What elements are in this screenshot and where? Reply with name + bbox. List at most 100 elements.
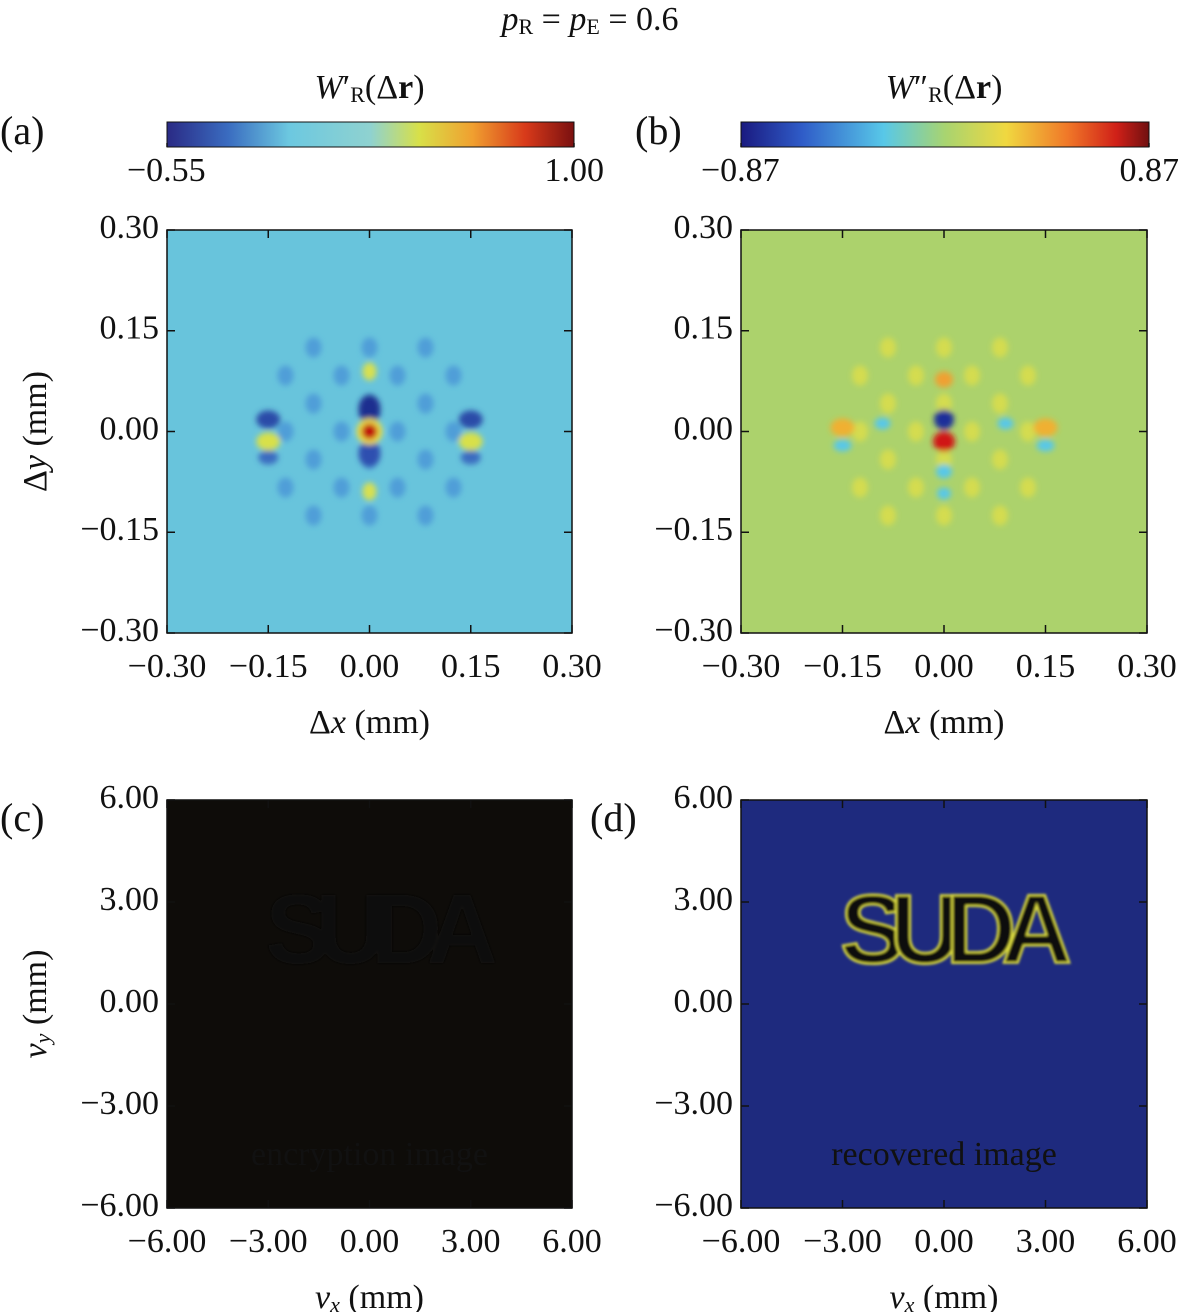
x-tick-label: −3.00 [803, 1223, 882, 1260]
text-piece: v [17, 1042, 54, 1058]
y-tick-label: 0.00 [674, 983, 734, 1020]
heatmap-blob [1020, 365, 1036, 386]
x-tick-label: 0.30 [1117, 648, 1177, 685]
heatmap-blob [458, 432, 483, 451]
y-tick-label: −0.30 [80, 612, 159, 649]
colorbar-label: W″R(Δr) [886, 69, 1003, 107]
text-piece: x [904, 704, 920, 741]
heatmap-blob [305, 393, 322, 414]
x-tick-label: −0.15 [803, 648, 882, 685]
heatmap-blob [908, 421, 924, 442]
y-tick-label: 0.30 [674, 209, 734, 246]
y-tick-label: 0.00 [100, 983, 160, 1020]
heatmap-blob [417, 393, 434, 414]
heatmap-blob [908, 477, 924, 498]
y-tick-label: 0.15 [100, 310, 160, 347]
heatmap-blob [1036, 439, 1055, 452]
y-tick-label: 0.15 [674, 310, 734, 347]
heatmap-blob [992, 393, 1008, 414]
colorbar-tick-label: 0.87 [1120, 152, 1180, 189]
heatmap-blob [417, 449, 434, 470]
x-tick-label: −3.00 [229, 1223, 308, 1260]
panel-label: (a) [0, 108, 44, 153]
colorbar-tick-label: −0.55 [127, 152, 206, 189]
text-piece: (Δ [943, 69, 976, 106]
y-tick-label: 0.00 [100, 410, 160, 447]
text-piece: v [890, 1279, 906, 1312]
colorbar-label: W′R(Δr) [314, 69, 424, 107]
heatmap-blob [256, 410, 281, 429]
x-tick-label: 0.00 [914, 648, 974, 685]
y-tick-label: −0.15 [654, 511, 733, 548]
x-tick-label: −0.15 [229, 648, 308, 685]
text-piece: (mm) [340, 1279, 424, 1312]
heatmap-blob [361, 505, 378, 526]
image-text: SUDA [840, 874, 1072, 984]
text-piece: p [499, 1, 518, 38]
x-tick-label: 6.00 [1117, 1223, 1177, 1260]
heatmap-blob [358, 439, 381, 468]
x-tick-label: 0.15 [1016, 648, 1076, 685]
heatmap-blob [361, 423, 378, 440]
text-piece: = 0.6 [600, 1, 679, 38]
text-piece: ′ [343, 69, 350, 106]
text-piece: r [398, 69, 413, 106]
heatmap-features [830, 337, 1058, 526]
y-axis-label: vy (mm) [17, 950, 55, 1059]
heatmap-blob [305, 337, 322, 358]
panel-label: (d) [590, 795, 637, 840]
x-tick-label: 0.30 [542, 648, 602, 685]
text-piece: W [886, 69, 917, 106]
x-tick-label: 6.00 [542, 1223, 602, 1260]
heatmap-blob [1020, 477, 1036, 498]
text-piece: R [350, 82, 365, 107]
heatmap-blob [445, 477, 462, 498]
x-tick-label: 3.00 [1016, 1223, 1076, 1260]
heatmap-blob [362, 362, 377, 381]
heatmap-blob [992, 449, 1008, 470]
text-piece: ″ [914, 69, 928, 106]
text-piece: (mm) [17, 371, 54, 455]
x-tick-label: −0.30 [702, 648, 781, 685]
x-tick-label: 0.15 [441, 648, 501, 685]
colorbar-tick-label: −0.87 [701, 152, 780, 189]
heatmap-blob [908, 365, 924, 386]
text-piece: Δ [883, 704, 905, 741]
text-piece: (mm) [920, 704, 1004, 741]
heatmap-blob [936, 393, 952, 414]
figure-title: pR = pE = 0.6 [499, 1, 678, 39]
heatmap-blob [333, 365, 350, 386]
text-piece: Δ [309, 704, 331, 741]
annotation: encryption image [251, 1136, 488, 1173]
heatmap-blob [1033, 418, 1058, 437]
text-piece: (mm) [17, 950, 54, 1034]
text-piece: R [518, 14, 533, 39]
y-tick-label: 6.00 [100, 779, 160, 816]
text-piece: W [314, 69, 345, 106]
text-piece: x [329, 1292, 340, 1312]
y-tick-label: −3.00 [654, 1085, 733, 1122]
heatmap-blob [852, 365, 868, 386]
text-piece: R [928, 82, 943, 107]
heatmap-blob [277, 421, 294, 442]
panel: −0.87 0.87 W″R(Δr) −0.30 −0.15 0.00 0.15 0.30 −0… [635, 69, 1179, 741]
heatmap-blob [934, 409, 954, 430]
colorbar [740, 121, 1150, 148]
y-tick-label: −3.00 [80, 1085, 159, 1122]
heatmap-blob [936, 505, 952, 526]
heatmap-blob [852, 421, 868, 442]
x-axis-label: Δx (mm) [883, 704, 1004, 741]
heatmap-blob [880, 449, 896, 470]
heatmap-blob [933, 431, 955, 452]
text-piece: ) [991, 69, 1002, 106]
heatmap-blob [964, 421, 980, 442]
heatmap-blob [362, 482, 377, 501]
heatmap-features [256, 337, 483, 526]
text-piece: = [533, 1, 569, 38]
heatmap-blob [389, 477, 406, 498]
heatmap-blob [305, 505, 322, 526]
heatmap-blob [256, 432, 281, 451]
x-tick-label: 0.00 [914, 1223, 974, 1260]
text-piece: E [586, 14, 599, 39]
heatmap-blob [936, 337, 952, 358]
